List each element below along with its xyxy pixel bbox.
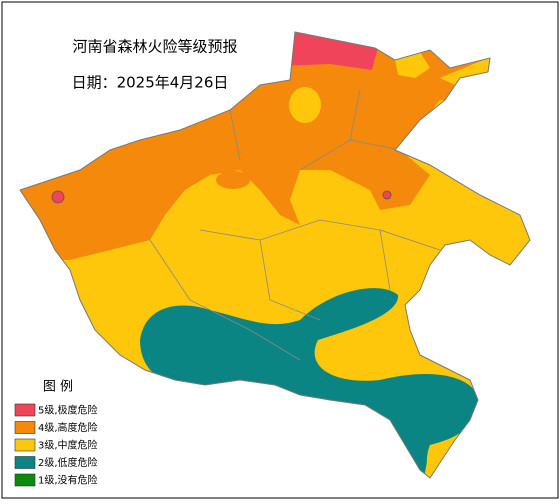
legend-swatch [14, 473, 36, 487]
map-date: 日期：2025年4月26日 [72, 74, 229, 92]
legend-label: 3级,中度危险 [38, 439, 98, 452]
legend-label: 1级,没有危险 [38, 474, 98, 487]
legend-swatch [14, 438, 36, 452]
legend-label: 5级,极度危险 [38, 404, 98, 417]
zone-3 [395, 52, 430, 78]
legend: 5级,极度危险 4级,高度危险 3级,中度危险 2级,低度危险 1级,没有危险 [14, 403, 98, 487]
zone-5-spot [51, 190, 65, 204]
legend-swatch [14, 403, 36, 417]
zone-4 [216, 171, 250, 189]
legend-label: 2级,低度危险 [38, 456, 98, 469]
zone-5-spot [382, 190, 392, 200]
map-title: 河南省森林火险等级预报 [72, 38, 237, 56]
legend-swatch [14, 456, 36, 469]
legend-swatch [14, 421, 36, 434]
province-border [19, 31, 531, 479]
county-borders [149, 89, 441, 361]
zone-3 [289, 87, 321, 123]
legend-title: 图 例 [43, 380, 73, 395]
legend-label: 4级,高度危险 [38, 421, 98, 434]
